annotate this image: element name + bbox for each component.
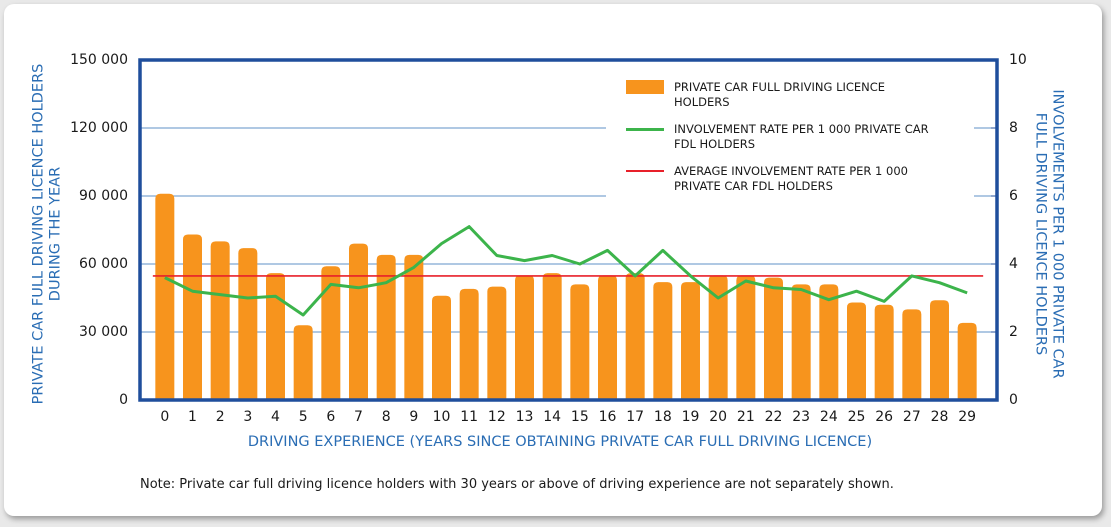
note: Note: Private car full driving licence h… bbox=[140, 477, 894, 492]
y2-tick-label: 6 bbox=[1009, 188, 1018, 204]
bar bbox=[681, 282, 700, 400]
axis-title-line: FULL DRIVING LICENCE HOLDERS bbox=[1033, 113, 1049, 356]
x-tick-label: 10 bbox=[433, 409, 451, 425]
bar bbox=[376, 254, 396, 400]
x-tick-label: 27 bbox=[903, 409, 921, 425]
bar bbox=[183, 234, 202, 400]
x-tick-label: 11 bbox=[460, 409, 478, 425]
x-tick-label: 9 bbox=[409, 409, 418, 425]
x-tick-label: 3 bbox=[243, 409, 252, 425]
bar bbox=[902, 309, 922, 400]
legend-item: PRIVATE CAR FULL DRIVING LICENCE HOLDERS bbox=[606, 80, 974, 110]
bar bbox=[238, 248, 258, 400]
bar bbox=[515, 275, 534, 400]
x-tick-label: 20 bbox=[709, 409, 727, 425]
bar bbox=[819, 284, 839, 400]
x-tick-label: 5 bbox=[299, 409, 308, 425]
x-tick-label: 23 bbox=[792, 409, 810, 425]
y-tick-label: 120 000 bbox=[70, 120, 128, 136]
axis-title: INVOLVEMENTS PER 1 000 PRIVATE CARFULL D… bbox=[1033, 89, 1066, 378]
x-tick-label: 8 bbox=[382, 409, 391, 425]
x-tick-label: 0 bbox=[160, 409, 169, 425]
x-tick-label: 28 bbox=[931, 409, 949, 425]
axis-title-line: INVOLVEMENTS PER 1 000 PRIVATE CAR bbox=[1050, 89, 1066, 378]
legend: PRIVATE CAR FULL DRIVING LICENCE HOLDERS… bbox=[606, 70, 974, 214]
y-tick-label: 60 000 bbox=[79, 256, 128, 272]
bar bbox=[266, 273, 285, 400]
bar bbox=[570, 284, 590, 400]
legend-label: INVOLVEMENT RATE PER 1 000 PRIVATE CAR F… bbox=[674, 122, 929, 151]
x-tick-label: 6 bbox=[326, 409, 335, 425]
x-tick-label: 26 bbox=[875, 409, 893, 425]
bar bbox=[598, 275, 617, 400]
legend-item: AVERAGE INVOLVEMENT RATE PER 1 000 PRIVA… bbox=[606, 164, 974, 194]
x-tick-label: 7 bbox=[354, 409, 363, 425]
x-tick-label: 22 bbox=[765, 409, 783, 425]
axis-title-line: PRIVATE CAR FULL DRIVING LICENCE HOLDERS bbox=[31, 64, 47, 405]
x-tick-label: 14 bbox=[543, 409, 561, 425]
y-tick-label: 150 000 bbox=[70, 52, 128, 68]
y-tick-label: 90 000 bbox=[79, 188, 128, 204]
bar bbox=[957, 322, 977, 400]
x-tick-label: 21 bbox=[737, 409, 755, 425]
y2-tick-label: 0 bbox=[1009, 392, 1018, 408]
x-tick-label: 24 bbox=[820, 409, 838, 425]
x-tick-label: 1 bbox=[188, 409, 197, 425]
bar bbox=[708, 275, 728, 400]
bar bbox=[847, 302, 866, 400]
bar bbox=[155, 193, 175, 400]
bar bbox=[930, 300, 949, 400]
bar bbox=[736, 275, 756, 400]
y2-tick-label: 4 bbox=[1009, 256, 1018, 272]
bar bbox=[764, 277, 783, 400]
x-tick-label: 17 bbox=[626, 409, 644, 425]
bar bbox=[321, 266, 341, 400]
bar bbox=[874, 304, 894, 400]
axis-title-line: DURING THE YEAR bbox=[48, 167, 64, 301]
bar bbox=[653, 282, 673, 400]
x-tick-label: 15 bbox=[571, 409, 589, 425]
legend-swatch bbox=[626, 164, 664, 172]
y-tick-label: 30 000 bbox=[79, 324, 128, 340]
y2-tick-label: 10 bbox=[1009, 52, 1027, 68]
y2-tick-label: 2 bbox=[1009, 324, 1018, 340]
bar bbox=[210, 241, 230, 400]
x-tick-label: 18 bbox=[654, 409, 672, 425]
legend-swatch bbox=[626, 122, 664, 131]
bar bbox=[542, 273, 562, 400]
y-tick-label: 0 bbox=[119, 392, 128, 408]
legend-label: AVERAGE INVOLVEMENT RATE PER 1 000 PRIVA… bbox=[674, 164, 908, 193]
x-tick-label: 16 bbox=[599, 409, 617, 425]
bar bbox=[404, 254, 424, 400]
x-tick-label: 4 bbox=[271, 409, 280, 425]
x-tick-label: 13 bbox=[516, 409, 534, 425]
bar bbox=[349, 243, 368, 400]
bar bbox=[432, 295, 451, 400]
legend-swatch bbox=[626, 80, 664, 94]
x-tick-label: 12 bbox=[488, 409, 506, 425]
legend-label: PRIVATE CAR FULL DRIVING LICENCE HOLDERS bbox=[674, 80, 886, 109]
x-tick-label: 19 bbox=[682, 409, 700, 425]
x-tick-label: 25 bbox=[848, 409, 866, 425]
line bbox=[164, 225, 968, 317]
bar bbox=[459, 288, 479, 400]
x-axis-title: DRIVING EXPERIENCE (YEARS SINCE OBTAININ… bbox=[248, 434, 872, 450]
y2-tick-label: 8 bbox=[1009, 120, 1018, 136]
bar bbox=[625, 273, 645, 400]
plot-frame bbox=[138, 58, 999, 402]
legend-item: INVOLVEMENT RATE PER 1 000 PRIVATE CAR F… bbox=[606, 122, 974, 152]
axis-title: PRIVATE CAR FULL DRIVING LICENCE HOLDERS… bbox=[31, 64, 64, 405]
x-tick-label: 29 bbox=[958, 409, 976, 425]
x-tick-label: 2 bbox=[216, 409, 225, 425]
bar bbox=[293, 325, 313, 400]
bar bbox=[487, 286, 507, 400]
bar bbox=[791, 284, 811, 400]
